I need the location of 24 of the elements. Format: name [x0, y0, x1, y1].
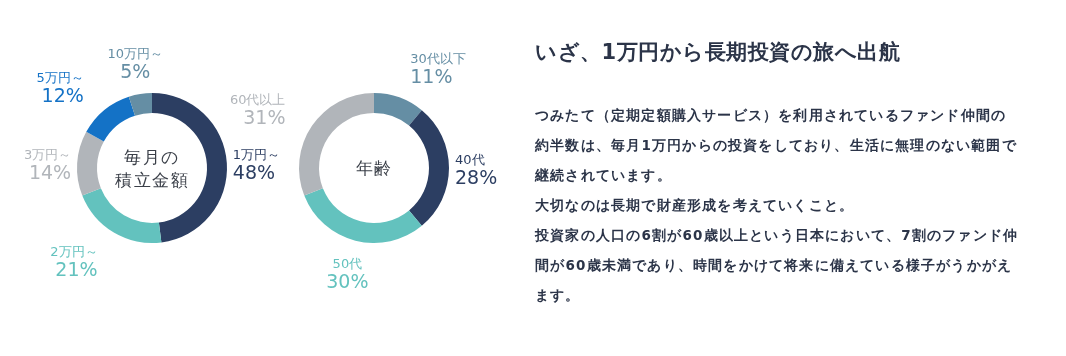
- slice-label: 10万円～: [107, 46, 164, 62]
- data-label: 14%: [28, 160, 72, 183]
- text: 大切なのは長期で財産形成を考えていくこと。: [535, 196, 856, 215]
- slice-label: 40代: [455, 152, 485, 167]
- data-label: 21%: [55, 258, 98, 281]
- slice-label: 60代以上: [229, 91, 286, 107]
- slice-label: 1万円～: [232, 146, 281, 162]
- text: いざ、1万円から長期投資の旅へ出航: [535, 39, 902, 66]
- slice-label: 30代以下: [410, 51, 466, 67]
- text: 投資家の人口の6割が60歳以上という日本において、7割のファンド仲間が60歳未満であり、時間をかけて将来に備えている様子がうかがえます。: [535, 226, 1020, 305]
- data-label: 28%: [455, 166, 498, 188]
- slice-label: 5万円～: [36, 69, 84, 85]
- data-label: 11%: [410, 65, 453, 88]
- slice-label: 3万円～: [23, 146, 72, 162]
- data-label: 48%: [232, 160, 276, 183]
- slice-label: 2万円～: [50, 244, 98, 260]
- text: 毎月の積立金額: [115, 146, 189, 190]
- text: つみたて（定期定額購入サービス）を利用されているファンド仲間の約半数は、毎月1万円からの投資をしており、生活に無理のない範囲で継続されています。: [535, 106, 1018, 185]
- slice-label: 50代: [332, 255, 363, 271]
- data-label: 5%: [120, 60, 151, 83]
- text: 年齢: [355, 158, 393, 178]
- data-label: 30%: [326, 269, 369, 292]
- data-label: 31%: [243, 105, 286, 128]
- data-label: 12%: [41, 83, 84, 106]
